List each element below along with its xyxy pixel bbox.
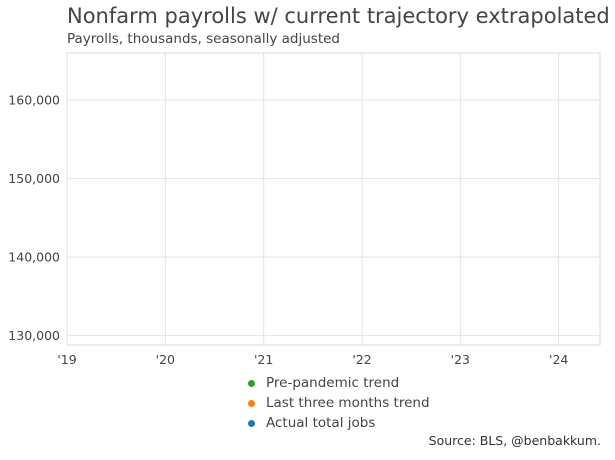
x-tick-label: '19: [57, 352, 76, 367]
chart-source-note: Source: BLS, @benbakkum.: [428, 433, 601, 448]
legend-label: Actual total jobs: [266, 415, 376, 431]
chart-legend: Pre-pandemic trend Last three months tre…: [248, 373, 430, 433]
legend-label: Pre-pandemic trend: [266, 375, 400, 391]
x-tick-label: '20: [156, 352, 175, 367]
y-tick-label: 140,000: [8, 250, 60, 265]
legend-item-pre-pandemic-trend[interactable]: Pre-pandemic trend: [248, 373, 430, 393]
legend-marker-green: [248, 379, 255, 387]
chart-grid: [66, 52, 601, 346]
x-tick-label: '24: [549, 352, 568, 367]
legend-label: Last three months trend: [266, 395, 430, 411]
chart-ticks: '19 '20 '21 '22 '23 '24 130,000 140,000 150,000 1…: [8, 93, 568, 367]
y-tick-label: 160,000: [8, 93, 60, 108]
legend-item-actual-total-jobs[interactable]: Actual total jobs: [248, 413, 430, 433]
x-tick-label: '21: [254, 352, 273, 367]
y-tick-label: 150,000: [8, 171, 60, 186]
chart-title: Nonfarm payrolls w/ current trajectory e…: [67, 4, 610, 28]
legend-item-last-three-months-trend[interactable]: Last three months trend: [248, 393, 430, 413]
legend-marker-blue: [248, 419, 255, 427]
x-tick-label: '22: [352, 352, 371, 367]
legend-marker-orange: [248, 399, 255, 407]
x-tick-label: '23: [451, 352, 470, 367]
plot-area-border: [66, 52, 601, 346]
chart-subtitle: Payrolls, thousands, seasonally adjusted: [67, 31, 341, 47]
y-tick-label: 130,000: [8, 328, 60, 343]
